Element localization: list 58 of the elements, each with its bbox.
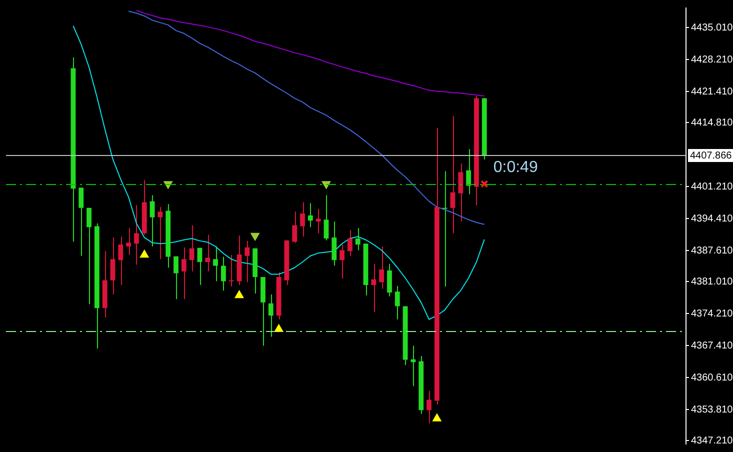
y-tick-label: 4435.010 [691, 22, 733, 34]
y-tick-label: 4401.210 [691, 181, 733, 192]
candlestick [458, 163, 464, 222]
y-tick-label: 4381.010 [691, 276, 733, 288]
candlestick [387, 263, 392, 297]
candlestick [118, 236, 124, 286]
candlestick [268, 294, 274, 338]
candlestick [379, 246, 384, 290]
y-tick-label: 4394.410 [691, 213, 733, 224]
point [274, 324, 284, 332]
annotation: 0:0:49 [493, 158, 538, 176]
candlestick [340, 244, 344, 279]
candlestick [78, 187, 84, 256]
point [234, 290, 244, 298]
candlestick [394, 285, 400, 320]
y-tick-label: 4387.610 [691, 245, 733, 256]
point [432, 414, 442, 422]
ref-line-label: 4407.866 [690, 150, 732, 162]
candlestick [426, 390, 432, 424]
candlestick [181, 246, 186, 300]
candlestick [126, 228, 132, 256]
point [140, 250, 149, 258]
candlestick [197, 247, 202, 286]
candlestick [158, 206, 163, 260]
candlestick [244, 240, 250, 283]
candlestick [292, 211, 298, 244]
candlestick [308, 202, 313, 228]
candlestick [86, 207, 92, 305]
candlestick [332, 221, 337, 266]
y-tick-label: 4367.410 [691, 340, 733, 352]
candlestick [300, 202, 305, 238]
candlestick [228, 254, 234, 287]
y-tick-label: 4374.210 [691, 308, 733, 320]
candlestick [205, 234, 210, 272]
y-tick-label: 4421.410 [691, 86, 733, 98]
candlestick [442, 170, 448, 287]
candlestick [189, 224, 194, 272]
candlestick [110, 237, 116, 295]
y-tick-label: 4347.210 [691, 435, 733, 446]
y-tick-label: 4360.610 [691, 372, 733, 384]
candlestick [450, 116, 456, 234]
candlestick [355, 228, 360, 251]
candlestick [348, 230, 352, 256]
candlestick [220, 256, 226, 292]
point [480, 180, 488, 188]
candlestick [466, 148, 472, 195]
y-tick-label: 4353.810 [691, 404, 733, 416]
candlestick [174, 256, 178, 300]
y-tick-label: 4428.210 [691, 54, 733, 66]
point [322, 181, 331, 189]
y-tick-label: 4414.810 [691, 117, 733, 128]
candlestick [150, 194, 155, 247]
point [250, 232, 260, 241]
candlestick [324, 194, 329, 241]
candlestick [213, 246, 218, 282]
candlestick [134, 204, 139, 266]
candlestick [316, 208, 321, 234]
candlestick [371, 263, 376, 312]
